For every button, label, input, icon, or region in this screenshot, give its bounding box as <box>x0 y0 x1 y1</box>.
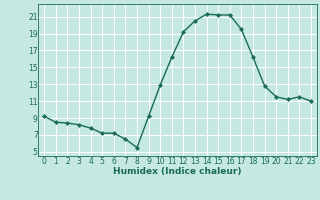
X-axis label: Humidex (Indice chaleur): Humidex (Indice chaleur) <box>113 167 242 176</box>
